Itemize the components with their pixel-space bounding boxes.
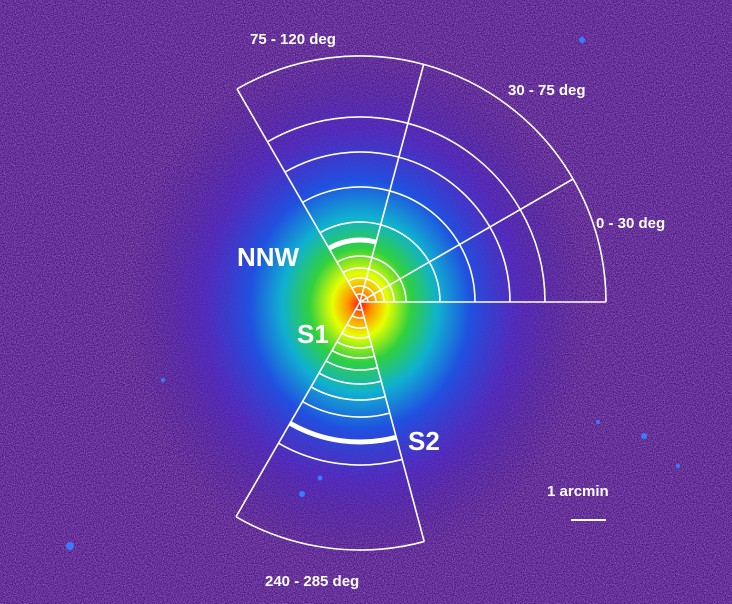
annulus-arc bbox=[302, 400, 390, 418]
scale-label: 1 arcmin bbox=[547, 483, 609, 500]
annulus-arc bbox=[278, 442, 403, 466]
annulus-arc bbox=[325, 360, 378, 371]
annulus-arc bbox=[458, 244, 476, 303]
annulus-arc bbox=[489, 226, 511, 303]
sector-label: 30 - 75 deg bbox=[508, 82, 586, 99]
annulus-arc bbox=[267, 116, 409, 143]
region-label: NNW bbox=[237, 242, 300, 272]
annulus-arc bbox=[284, 151, 400, 173]
annulus-arc bbox=[302, 186, 390, 204]
annulus-arc bbox=[371, 256, 401, 280]
annulus-arc bbox=[236, 55, 424, 90]
sector-label: 75 - 120 deg bbox=[250, 31, 336, 48]
annulus-arc bbox=[399, 278, 407, 303]
annulus-arc bbox=[342, 267, 370, 274]
point-sources bbox=[66, 37, 680, 550]
annulus-arc bbox=[368, 268, 391, 286]
annulus-arc bbox=[423, 63, 574, 180]
sector-edge bbox=[235, 301, 361, 518]
highlight-arc bbox=[288, 421, 397, 445]
annulus-arc bbox=[428, 261, 441, 303]
annulus-arc bbox=[319, 221, 381, 234]
annulus-arc bbox=[398, 156, 491, 228]
sector-edge bbox=[236, 88, 361, 303]
sector-label: 240 - 285 deg bbox=[265, 573, 359, 590]
annulus-arc bbox=[572, 178, 607, 303]
annulus-arc bbox=[310, 386, 386, 401]
sector-label: 0 - 30 deg bbox=[596, 215, 665, 232]
annulus-arc bbox=[318, 372, 382, 385]
annulus-arc bbox=[331, 349, 375, 359]
annulus-arc bbox=[380, 223, 430, 263]
highlight-arc bbox=[327, 237, 377, 251]
annulus-arc bbox=[336, 341, 373, 349]
region-label: S1 bbox=[297, 319, 329, 349]
sector-edge bbox=[359, 64, 425, 303]
sector-edge bbox=[359, 178, 574, 303]
annulus-arc bbox=[407, 122, 521, 210]
annulus-arc bbox=[519, 209, 546, 303]
annulus-arc bbox=[341, 332, 370, 339]
annulus-arc bbox=[336, 255, 373, 263]
sector-edge bbox=[359, 301, 425, 542]
annulus-arc bbox=[389, 190, 461, 245]
sector-overlay bbox=[235, 55, 607, 551]
annulus-arc bbox=[235, 516, 425, 551]
region-label: S2 bbox=[408, 426, 440, 456]
